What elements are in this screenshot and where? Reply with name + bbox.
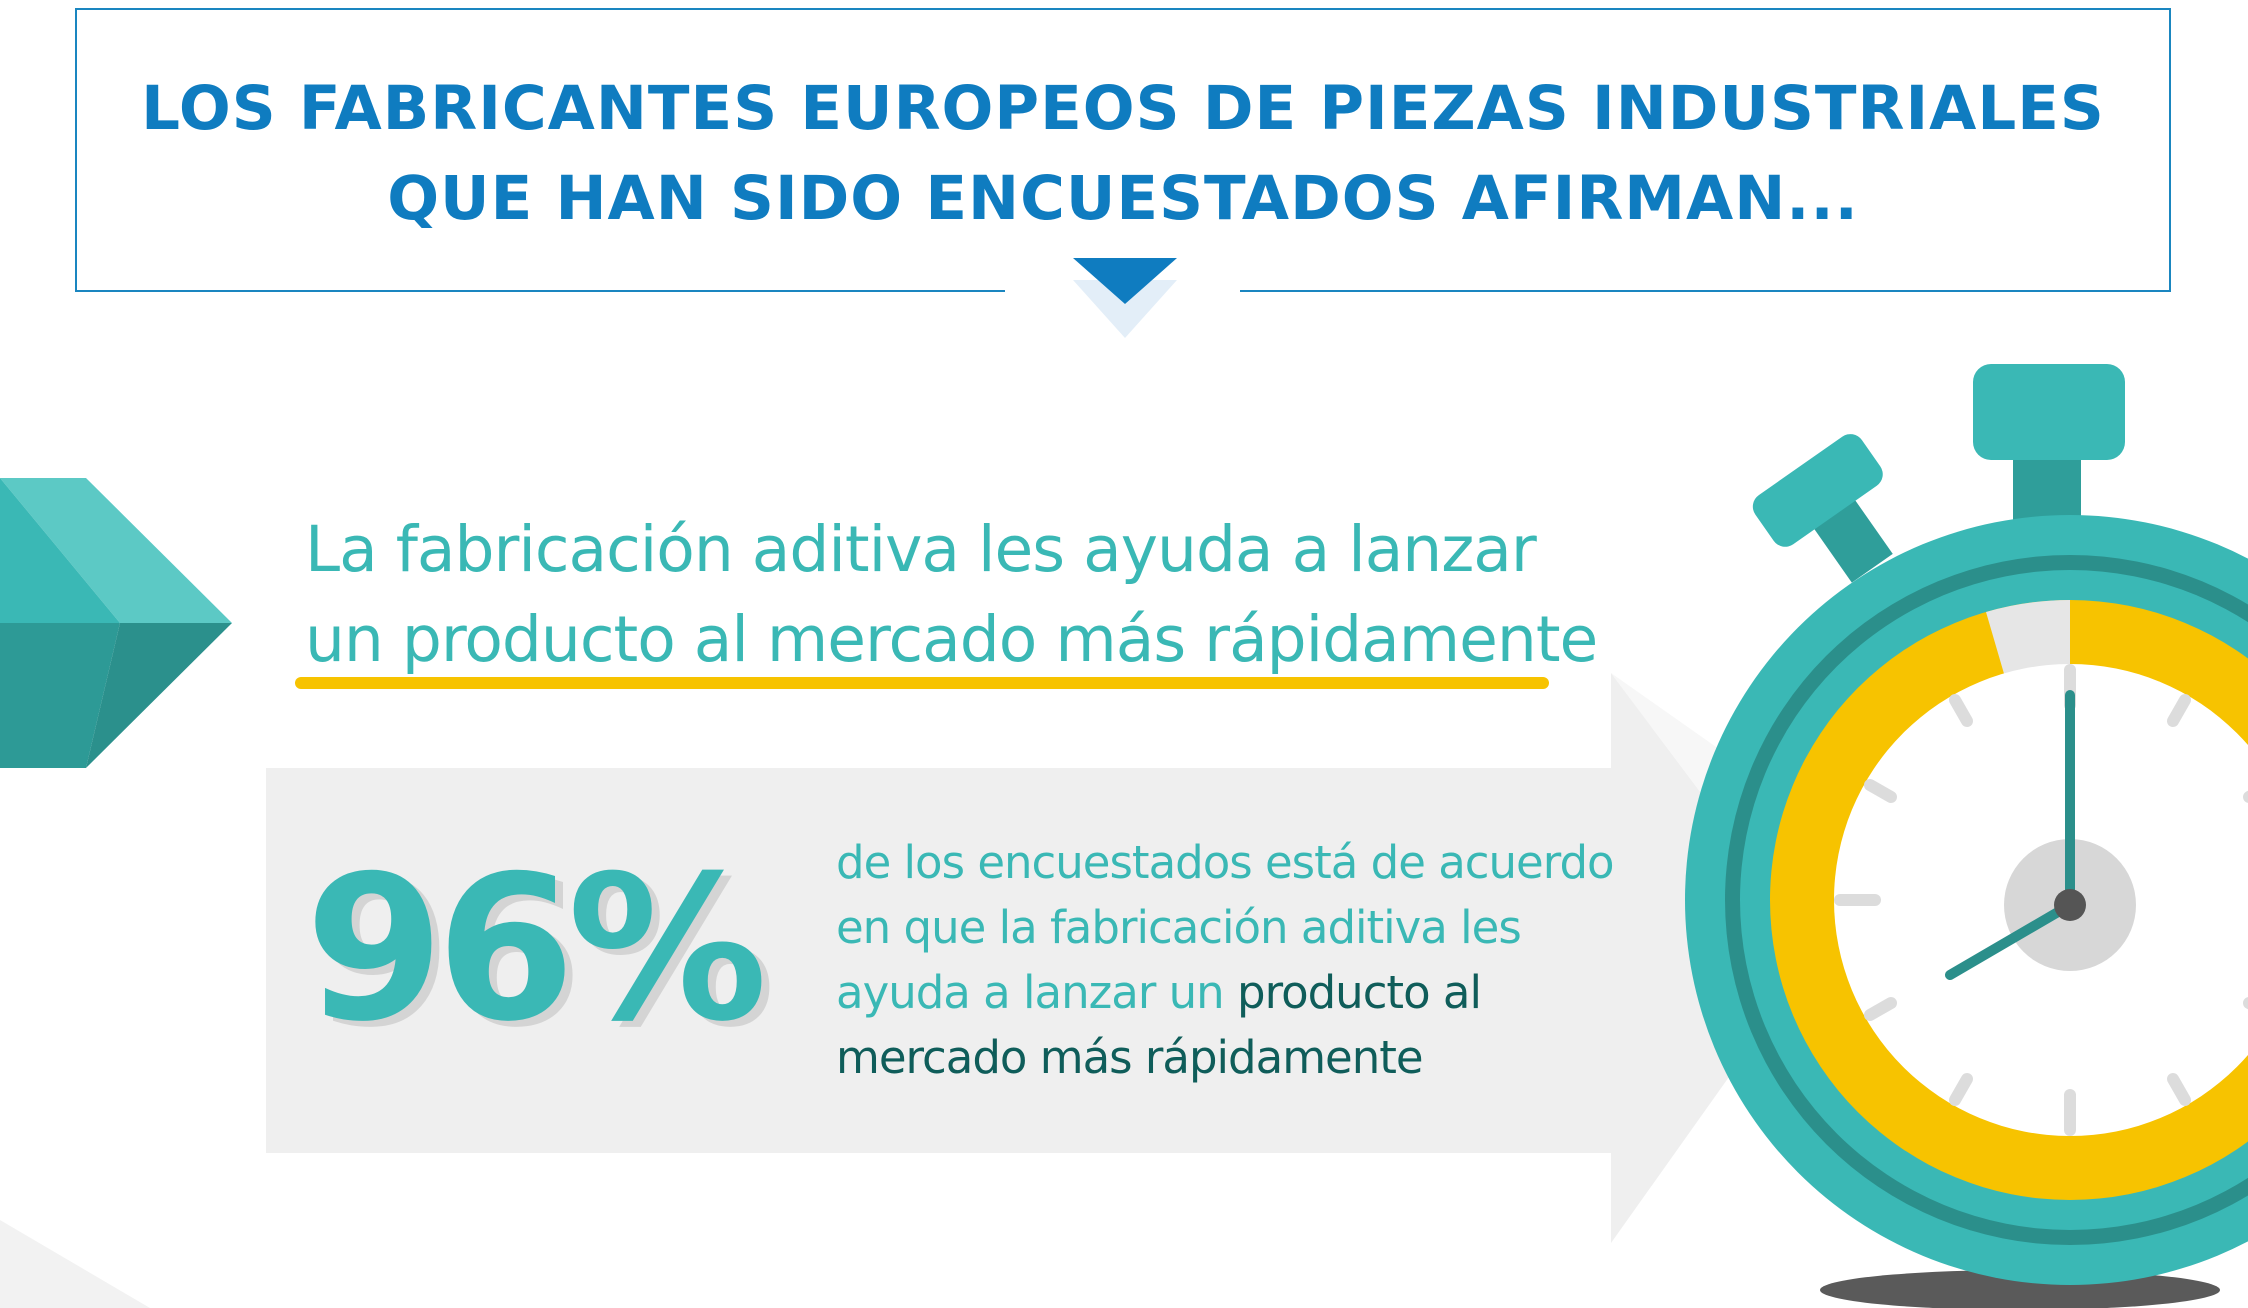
headline-underline — [295, 677, 1549, 689]
stat-desc-line2: en que la fabricación aditiva les — [836, 901, 1522, 954]
headline: La fabricación aditiva les ayuda a lanza… — [305, 505, 1605, 685]
stat-desc-line4: mercado más rápidamente — [836, 1031, 1424, 1084]
header-title-line2: QUE HAN SIDO ENCUESTADOS AFIRMAN... — [387, 163, 1859, 234]
chevron-decoration-icon — [0, 478, 232, 768]
down-arrow-icon — [1073, 258, 1177, 338]
header-title: LOS FABRICANTES EUROPEOS DE PIEZAS INDUS… — [75, 64, 2171, 244]
stat-desc-line1: de los encuestados está de acuerdo — [836, 836, 1615, 889]
stat-description: de los encuestados está de acuerdo en qu… — [836, 830, 1636, 1090]
stat-desc-line3-light: ayuda a lanzar un — [836, 966, 1237, 1019]
background-wedge — [0, 1220, 150, 1308]
headline-line2: un producto al mercado más rápidamente — [305, 603, 1598, 676]
stopwatch-icon — [1685, 364, 2248, 1308]
stat-desc-line3-dark: producto al — [1237, 966, 1482, 1019]
header-title-line1: LOS FABRICANTES EUROPEOS DE PIEZAS INDUS… — [141, 73, 2105, 144]
headline-line1: La fabricación aditiva les ayuda a lanza… — [305, 513, 1537, 586]
stat-value: 96% — [305, 833, 768, 1066]
